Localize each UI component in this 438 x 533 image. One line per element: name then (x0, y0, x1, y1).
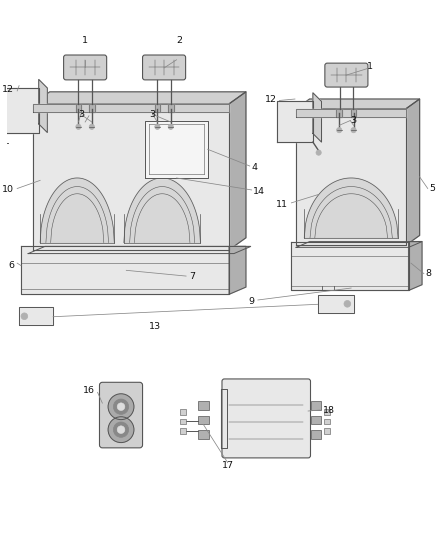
Polygon shape (19, 307, 53, 325)
Text: 18: 18 (322, 406, 335, 415)
Circle shape (344, 301, 351, 307)
Polygon shape (28, 246, 251, 254)
Polygon shape (318, 295, 353, 313)
Circle shape (21, 313, 28, 320)
Polygon shape (89, 104, 95, 112)
Text: 12: 12 (265, 94, 277, 103)
Polygon shape (155, 104, 160, 112)
Text: 9: 9 (248, 297, 254, 306)
Bar (324, 409, 330, 415)
Polygon shape (229, 246, 246, 294)
Text: 1: 1 (367, 62, 373, 71)
Text: 16: 16 (83, 386, 95, 395)
Circle shape (108, 394, 134, 419)
Bar (311, 401, 321, 410)
Text: 14: 14 (253, 187, 265, 196)
Circle shape (316, 150, 321, 155)
Circle shape (0, 143, 4, 149)
Circle shape (168, 124, 173, 130)
Polygon shape (33, 92, 246, 104)
Polygon shape (409, 241, 422, 290)
Bar (324, 428, 330, 434)
Polygon shape (39, 79, 47, 133)
Polygon shape (296, 109, 406, 245)
Circle shape (113, 422, 129, 437)
Bar (324, 418, 330, 424)
Text: 3: 3 (350, 116, 357, 125)
Polygon shape (304, 178, 398, 238)
Bar (198, 401, 208, 410)
Polygon shape (296, 109, 406, 117)
Bar (198, 416, 208, 424)
Text: 3: 3 (78, 110, 84, 119)
Polygon shape (0, 88, 39, 133)
Text: 6: 6 (8, 261, 14, 270)
Text: 5: 5 (429, 184, 435, 193)
Polygon shape (296, 99, 420, 109)
Polygon shape (229, 92, 246, 250)
Text: 11: 11 (276, 200, 288, 209)
Polygon shape (33, 104, 229, 112)
FancyBboxPatch shape (222, 379, 311, 458)
Polygon shape (221, 389, 227, 448)
Text: 10: 10 (2, 185, 14, 195)
Bar (198, 430, 208, 439)
Polygon shape (277, 101, 313, 142)
Polygon shape (313, 93, 321, 142)
Bar (311, 416, 321, 424)
Circle shape (117, 403, 125, 410)
Circle shape (113, 399, 129, 414)
Polygon shape (145, 120, 208, 178)
Bar (180, 409, 186, 415)
Text: 12: 12 (2, 85, 14, 94)
Circle shape (108, 417, 134, 442)
Bar (180, 428, 186, 434)
Text: 3: 3 (149, 110, 155, 119)
Bar (311, 430, 321, 439)
Circle shape (336, 127, 342, 133)
Text: 2: 2 (176, 36, 182, 45)
Circle shape (351, 127, 356, 133)
Circle shape (117, 426, 125, 433)
Circle shape (76, 124, 81, 130)
FancyBboxPatch shape (142, 55, 186, 80)
Circle shape (89, 124, 95, 130)
Polygon shape (336, 109, 342, 117)
Polygon shape (406, 99, 420, 245)
FancyBboxPatch shape (325, 63, 368, 87)
Polygon shape (124, 178, 201, 243)
Text: 7: 7 (190, 272, 195, 280)
Text: 13: 13 (149, 322, 161, 331)
Bar (180, 418, 186, 424)
Polygon shape (296, 241, 422, 247)
Polygon shape (21, 246, 229, 294)
Polygon shape (291, 241, 409, 290)
Text: 4: 4 (252, 163, 258, 172)
Polygon shape (40, 178, 114, 243)
Polygon shape (76, 104, 81, 112)
Polygon shape (351, 109, 357, 117)
FancyBboxPatch shape (64, 55, 107, 80)
Polygon shape (33, 104, 229, 250)
Text: 17: 17 (222, 461, 234, 470)
Circle shape (155, 124, 160, 130)
Text: 8: 8 (426, 269, 432, 278)
FancyBboxPatch shape (99, 382, 142, 448)
Text: 1: 1 (82, 36, 88, 45)
Polygon shape (168, 104, 173, 112)
